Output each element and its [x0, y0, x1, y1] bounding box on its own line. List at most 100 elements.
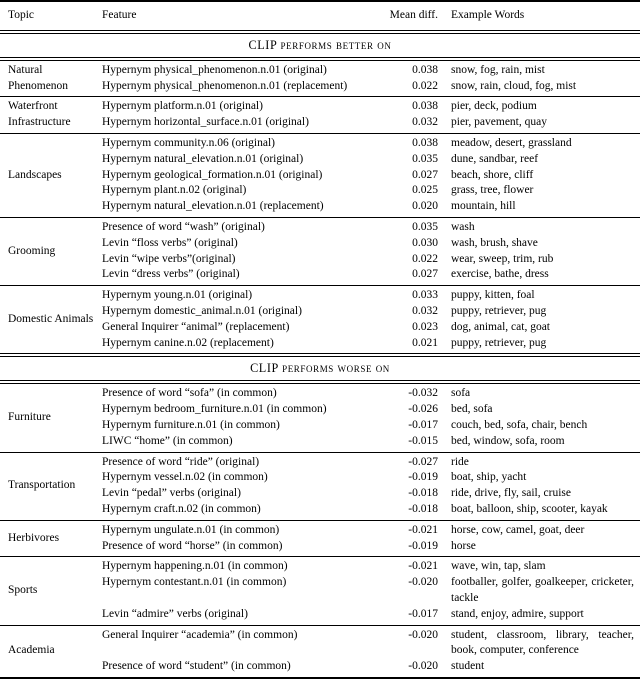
mean-diff-cell: 0.038: [412, 63, 438, 76]
mean-diff-cell: -0.027: [408, 455, 438, 468]
example-words-cell: footballer, golfer, goalkeeper, crickete…: [451, 576, 634, 604]
feature-cell: Hypernym domestic_animal.n.01 (original): [102, 304, 302, 317]
mean-diff-cell: 0.027: [412, 168, 438, 181]
example-words-cell: exercise, bathe, dress: [451, 268, 549, 281]
topic-cell: Domestic Animals: [8, 312, 94, 325]
feature-cell: Hypernym physical_phenomenon.n.01 (repla…: [102, 79, 348, 92]
mean-diff-cell: -0.032: [408, 387, 438, 400]
feature-cell: Hypernym community.n.06 (original): [102, 136, 275, 149]
mean-diff-cell: 0.038: [412, 136, 438, 149]
topic-group: Natural Phenomenon Hypernym physical_phen…: [0, 61, 640, 97]
feature-cell: General Inquirer “animal” (replacement): [102, 320, 290, 333]
feature-cell: Hypernym canine.n.02 (replacement): [102, 336, 274, 349]
example-words-cell: grass, tree, flower: [451, 184, 534, 197]
topic-cell: Grooming: [8, 244, 56, 257]
feature-cell: Hypernym young.n.01 (original): [102, 289, 253, 302]
feature-cell: Hypernym contestant.n.01 (in common): [102, 576, 287, 589]
feature-cell: General Inquirer “academia” (in common): [102, 628, 298, 641]
feature-cell: Hypernym bedroom_furniture.n.01 (in comm…: [102, 403, 327, 416]
mean-diff-cell: 0.035: [412, 220, 438, 233]
mean-diff-cell: 0.038: [412, 100, 438, 113]
example-words-cell: snow, rain, cloud, fog, mist: [451, 79, 577, 92]
feature-cell: Hypernym natural_elevation.n.01 (origina…: [102, 152, 304, 165]
topic-cell: Furniture: [8, 411, 51, 424]
feature-cell: Presence of word “horse” (in common): [102, 539, 283, 552]
mean-diff-cell: 0.025: [412, 184, 438, 197]
mean-diff-cell: 0.030: [412, 236, 438, 249]
section-groups: Furniture Presence of word “sofa” (in com…: [0, 384, 640, 677]
mean-diff-cell: -0.026: [408, 403, 438, 416]
example-words-cell: wash, brush, shave: [451, 236, 538, 249]
example-words-cell: dog, animal, cat, goat: [451, 320, 550, 333]
feature-cell: Presence of word “sofa” (in common): [102, 387, 277, 400]
example-words-cell: stand, enjoy, admire, support: [451, 607, 584, 620]
feature-cell: Levin “pedal” verbs (original): [102, 487, 241, 500]
feature-cell: Presence of word “wash” (original): [102, 220, 265, 233]
topic-cell: Academia: [8, 644, 55, 657]
feature-cell: Hypernym natural_elevation.n.01 (replace…: [102, 200, 324, 213]
mean-diff-cell: -0.021: [408, 523, 438, 536]
feature-cell: Hypernym horizontal_surface.n.01 (origin…: [102, 116, 309, 129]
mean-diff-cell: -0.018: [408, 502, 438, 515]
example-words-cell: pier, pavement, quay: [451, 116, 547, 129]
topic-cell: Natural Phenomenon: [8, 63, 69, 92]
example-words-cell: dune, sandbar, reef: [451, 152, 539, 165]
mean-diff-cell: -0.015: [408, 434, 438, 447]
topic-group: Furniture Presence of word “sofa” (in com…: [0, 384, 640, 451]
mean-diff-cell: -0.019: [408, 539, 438, 552]
topic-group: Waterfront Infrastructure Hypernym platfo…: [0, 96, 640, 133]
example-words-cell: pier, deck, podium: [451, 100, 537, 113]
example-words-cell: ride: [451, 455, 469, 468]
column-header-topic: Topic: [8, 9, 35, 21]
table-header-row: Topic Feature Mean diff. Example Words: [0, 2, 640, 30]
mean-diff-cell: 0.020: [412, 200, 438, 213]
feature-cell: Presence of word “student” (in common): [102, 660, 291, 673]
topic-cell: Landscapes: [8, 168, 62, 181]
topic-group: Academia General Inquirer “academia” (in …: [0, 624, 640, 677]
mean-diff-cell: 0.022: [412, 79, 438, 92]
mean-diff-cell: -0.020: [408, 628, 438, 641]
topic-group: Transportation Presence of word “ride” (o…: [0, 451, 640, 520]
mean-diff-cell: -0.020: [408, 576, 438, 589]
section-title: CLIP performs worse on: [0, 353, 640, 385]
mean-diff-cell: 0.021: [412, 336, 438, 349]
example-words-cell: wave, win, tap, slam: [451, 560, 546, 573]
example-words-cell: sofa: [451, 387, 471, 400]
column-header-feature: Feature: [102, 9, 137, 21]
example-words-cell: boat, ship, yacht: [451, 471, 527, 484]
column-header-example-words: Example Words: [451, 9, 525, 21]
example-words-cell: student, classroom, library, teacher, bo…: [451, 628, 634, 657]
topic-group: Herbivores Hypernym ungulate.n.01 (in com…: [0, 519, 640, 557]
mean-diff-cell: -0.019: [408, 471, 438, 484]
feature-cell: Hypernym platform.n.01 (original): [102, 100, 263, 113]
topic-cell: Herbivores: [8, 531, 60, 544]
example-words-cell: couch, bed, sofa, chair, bench: [451, 418, 588, 431]
example-words-cell: student: [451, 660, 485, 673]
topic-cell: Transportation: [8, 479, 76, 492]
topic-cell: Sports: [8, 584, 38, 596]
feature-cell: Hypernym furniture.n.01 (in common): [102, 418, 280, 431]
topic-group: Landscapes Hypernym community.n.06 (origi…: [0, 132, 640, 217]
example-words-cell: puppy, kitten, foal: [451, 289, 535, 302]
section-groups: Natural Phenomenon Hypernym physical_phen…: [0, 61, 640, 354]
example-words-cell: snow, fog, rain, mist: [451, 63, 545, 76]
topic-group: Sports Hypernym happening.n.01 (in common…: [0, 556, 640, 624]
example-words-cell: puppy, retriever, pug: [451, 304, 547, 317]
feature-cell: Hypernym ungulate.n.01 (in common): [102, 523, 280, 536]
mean-diff-cell: 0.033: [412, 289, 438, 302]
feature-cell: Presence of word “ride” (original): [102, 455, 260, 468]
mean-diff-cell: -0.017: [408, 418, 438, 431]
example-words-cell: ride, drive, fly, sail, cruise: [451, 487, 571, 500]
example-words-cell: puppy, retriever, pug: [451, 336, 547, 349]
mean-diff-cell: 0.032: [412, 116, 438, 129]
feature-cell: LIWC “home” (in common): [102, 434, 233, 447]
feature-cell: Hypernym craft.n.02 (in common): [102, 502, 261, 515]
topic-cell: Waterfront Infrastructure: [8, 100, 71, 129]
feature-cell: Hypernym plant.n.02 (original): [102, 184, 247, 197]
mean-diff-cell: 0.022: [412, 252, 438, 265]
example-words-cell: mountain, hill: [451, 200, 516, 213]
example-words-cell: bed, sofa: [451, 403, 493, 416]
feature-cell: Hypernym vessel.n.02 (in common): [102, 471, 268, 484]
mean-diff-cell: -0.018: [408, 487, 438, 500]
